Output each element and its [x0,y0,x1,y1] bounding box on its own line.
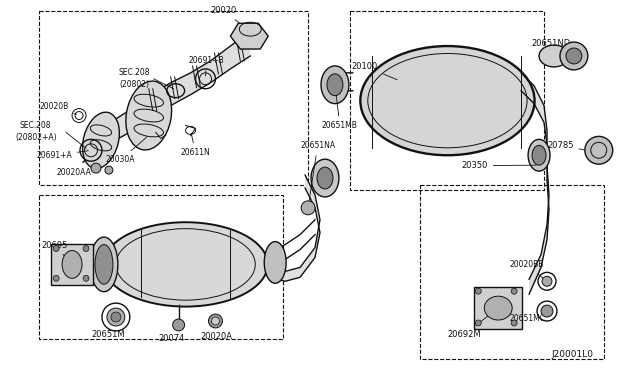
Circle shape [83,275,89,281]
Ellipse shape [539,45,569,67]
Text: 20651MB: 20651MB [322,87,358,131]
Ellipse shape [528,140,550,171]
Text: 20651ND: 20651ND [531,39,572,55]
Circle shape [476,288,481,294]
Text: 20691+B: 20691+B [189,56,224,76]
Polygon shape [83,31,250,162]
Text: 20020A: 20020A [200,324,232,341]
Text: 20785: 20785 [547,141,596,152]
Ellipse shape [62,250,82,278]
Ellipse shape [360,46,534,155]
Text: 20100: 20100 [352,62,397,80]
Circle shape [83,246,89,251]
Ellipse shape [107,308,125,326]
Text: SEC.208: SEC.208 [119,68,150,77]
Text: 20030A: 20030A [106,137,147,164]
Text: 20350: 20350 [461,161,536,170]
Text: J20001L0: J20001L0 [552,350,594,359]
Circle shape [105,166,113,174]
Circle shape [511,288,517,294]
Circle shape [91,163,101,173]
Text: 20074: 20074 [159,327,185,343]
Text: 20020B: 20020B [39,102,76,115]
Circle shape [585,137,612,164]
Ellipse shape [484,296,512,320]
Text: 20020: 20020 [211,6,250,32]
Polygon shape [521,73,547,180]
Ellipse shape [321,66,349,104]
Ellipse shape [83,112,120,169]
Circle shape [476,320,481,326]
Ellipse shape [327,74,343,96]
Ellipse shape [126,81,172,150]
Ellipse shape [95,244,113,284]
Ellipse shape [264,241,286,283]
Ellipse shape [532,145,546,165]
Text: 20691+A: 20691+A [36,151,88,160]
Text: 20695: 20695 [41,241,70,262]
Ellipse shape [111,312,121,322]
Ellipse shape [317,167,333,189]
Ellipse shape [90,237,118,292]
Text: SEC.208: SEC.208 [19,121,51,130]
Text: (20802+A): (20802+A) [15,133,57,142]
Circle shape [211,317,220,325]
Circle shape [53,246,59,251]
Bar [474,287,522,329]
Ellipse shape [541,305,553,317]
Text: 20651M: 20651M [91,320,125,339]
Text: 20651MC: 20651MC [509,311,547,323]
Circle shape [511,320,517,326]
Text: 20020BB: 20020BB [509,260,545,279]
Polygon shape [270,175,320,281]
Circle shape [53,275,59,281]
Polygon shape [529,165,549,294]
Ellipse shape [104,222,268,307]
Text: 20611N: 20611N [180,133,211,157]
Text: 20692M: 20692M [447,310,496,339]
Ellipse shape [311,159,339,197]
Polygon shape [230,23,268,49]
Ellipse shape [301,201,315,215]
Bar [51,244,93,285]
Circle shape [566,48,582,64]
Text: (20802): (20802) [119,80,149,89]
Text: 20651NA: 20651NA [300,141,335,205]
Circle shape [173,319,184,331]
Circle shape [209,314,223,328]
Circle shape [542,276,552,286]
Circle shape [560,42,588,70]
Text: 20020AA: 20020AA [56,168,96,177]
